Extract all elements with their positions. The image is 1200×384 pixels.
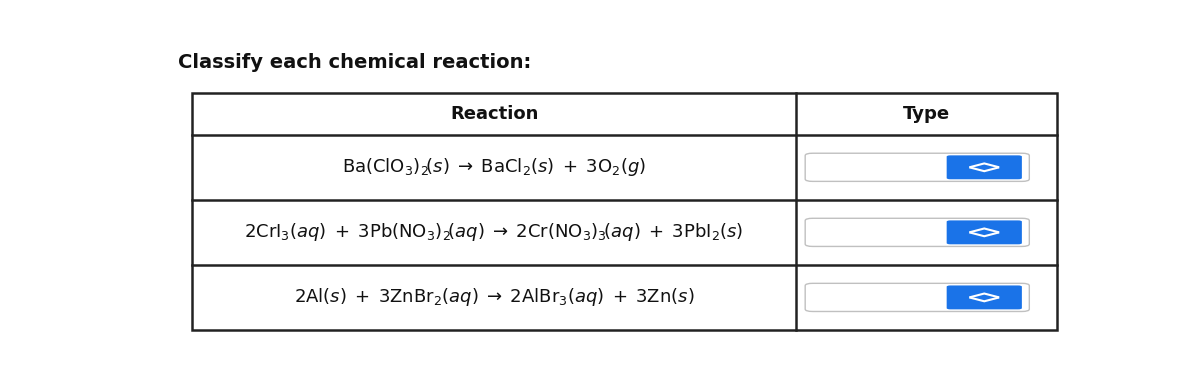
Text: choose one: choose one <box>827 290 914 305</box>
Text: Classify each chemical reaction:: Classify each chemical reaction: <box>178 53 532 73</box>
FancyBboxPatch shape <box>805 218 1030 247</box>
Text: choose one: choose one <box>827 160 914 175</box>
Text: Reaction: Reaction <box>450 105 539 123</box>
Text: choose one: choose one <box>827 225 914 240</box>
FancyBboxPatch shape <box>947 285 1022 310</box>
Text: $\mathrm{Ba}\left(\mathrm{ClO_3}\right)_2\!\mathrm{(}s\mathrm{)}\;\rightarrow\;\: $\mathrm{Ba}\left(\mathrm{ClO_3}\right)_… <box>342 156 646 178</box>
Text: $\mathrm{2Al}\mathit{(s)}\;+\;\mathrm{3ZnBr_2}\mathit{(aq)}\;\rightarrow\;\mathr: $\mathrm{2Al}\mathit{(s)}\;+\;\mathrm{3Z… <box>294 286 695 308</box>
Text: Type: Type <box>902 105 950 123</box>
FancyBboxPatch shape <box>947 156 1022 179</box>
Text: $\mathrm{2CrI_3}\mathit{(aq)}\;+\;\mathrm{3Pb}\left(\mathrm{NO_3}\right)_2\!\mat: $\mathrm{2CrI_3}\mathit{(aq)}\;+\;\mathr… <box>245 221 744 243</box>
FancyBboxPatch shape <box>947 220 1022 244</box>
FancyBboxPatch shape <box>805 153 1030 181</box>
FancyBboxPatch shape <box>805 283 1030 311</box>
